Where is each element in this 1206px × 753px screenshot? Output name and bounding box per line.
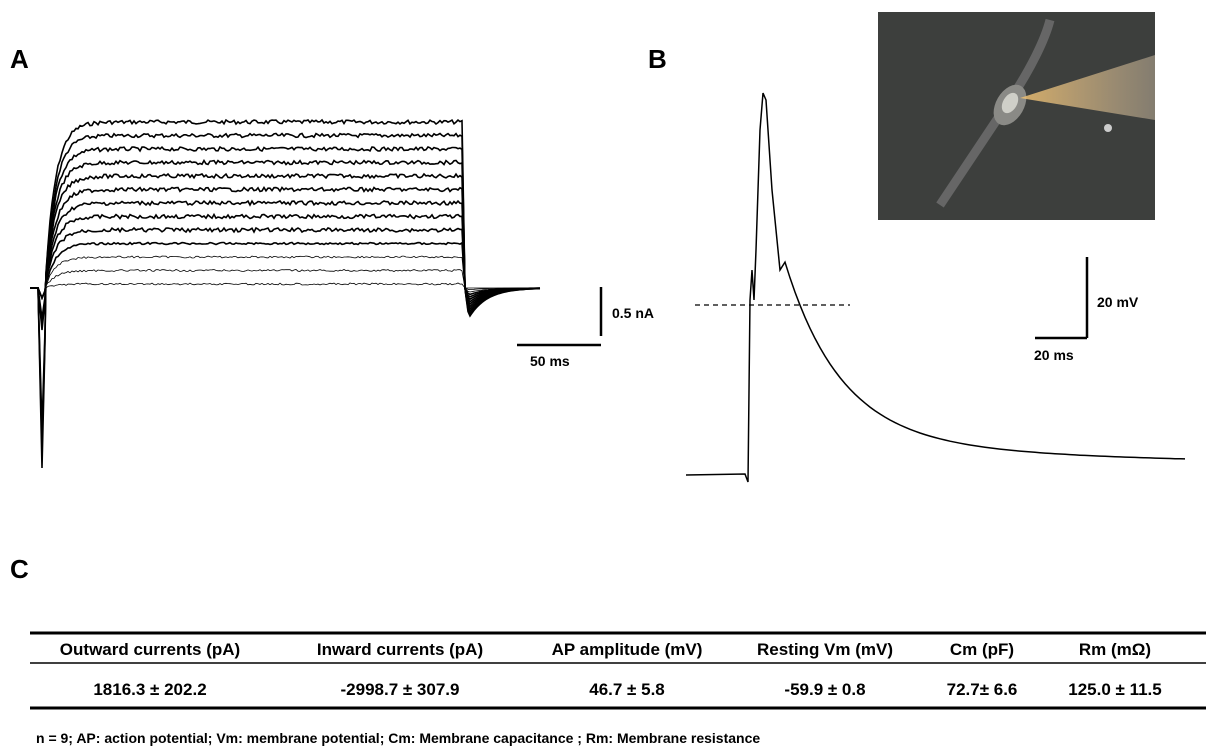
action-potential-trace	[685, 92, 1186, 483]
footnote: n = 9; AP: action potential; Vm: membran…	[36, 730, 760, 746]
table-header: Rm (mΩ)	[1079, 640, 1151, 659]
current-trace	[30, 269, 540, 300]
table-header: Cm (pF)	[950, 640, 1014, 659]
current-traces	[30, 118, 541, 469]
current-trace	[30, 145, 540, 429]
current-trace	[30, 226, 540, 301]
table-header: AP amplitude (mV)	[552, 640, 703, 659]
table-cell: -2998.7 ± 307.9	[341, 680, 460, 699]
panel-label: A	[10, 44, 29, 74]
table-cell: 1816.3 ± 202.2	[93, 680, 206, 699]
current-trace	[30, 212, 541, 301]
table-header: Outward currents (pA)	[60, 640, 240, 659]
current-trace	[30, 172, 540, 325]
scale-label: 50 ms	[530, 353, 570, 369]
micrograph	[878, 12, 1155, 220]
table: Outward currents (pA) Inward currents (pA…	[60, 640, 1162, 699]
table-header: Inward currents (pA)	[317, 640, 483, 659]
table-cell: -59.9 ± 0.8	[784, 680, 865, 699]
current-trace	[30, 255, 540, 300]
table-header: Resting Vm (mV)	[757, 640, 893, 659]
table-cell: 125.0 ± 11.5	[1068, 680, 1161, 699]
scale-label: 20 ms	[1034, 347, 1074, 363]
current-trace	[30, 118, 540, 469]
panel-label: C	[10, 554, 29, 584]
panel-label: B	[648, 44, 667, 74]
current-trace	[30, 132, 541, 449]
current-trace	[30, 185, 541, 319]
scale-label: 20 mV	[1097, 294, 1139, 310]
scale-label: 0.5 nA	[612, 305, 654, 321]
table-cell: 72.7± 6.6	[947, 680, 1018, 699]
current-trace	[30, 282, 540, 300]
current-trace	[30, 241, 540, 301]
current-trace	[30, 199, 540, 303]
current-trace	[30, 159, 541, 331]
table-cell: 46.7 ± 5.8	[589, 680, 665, 699]
